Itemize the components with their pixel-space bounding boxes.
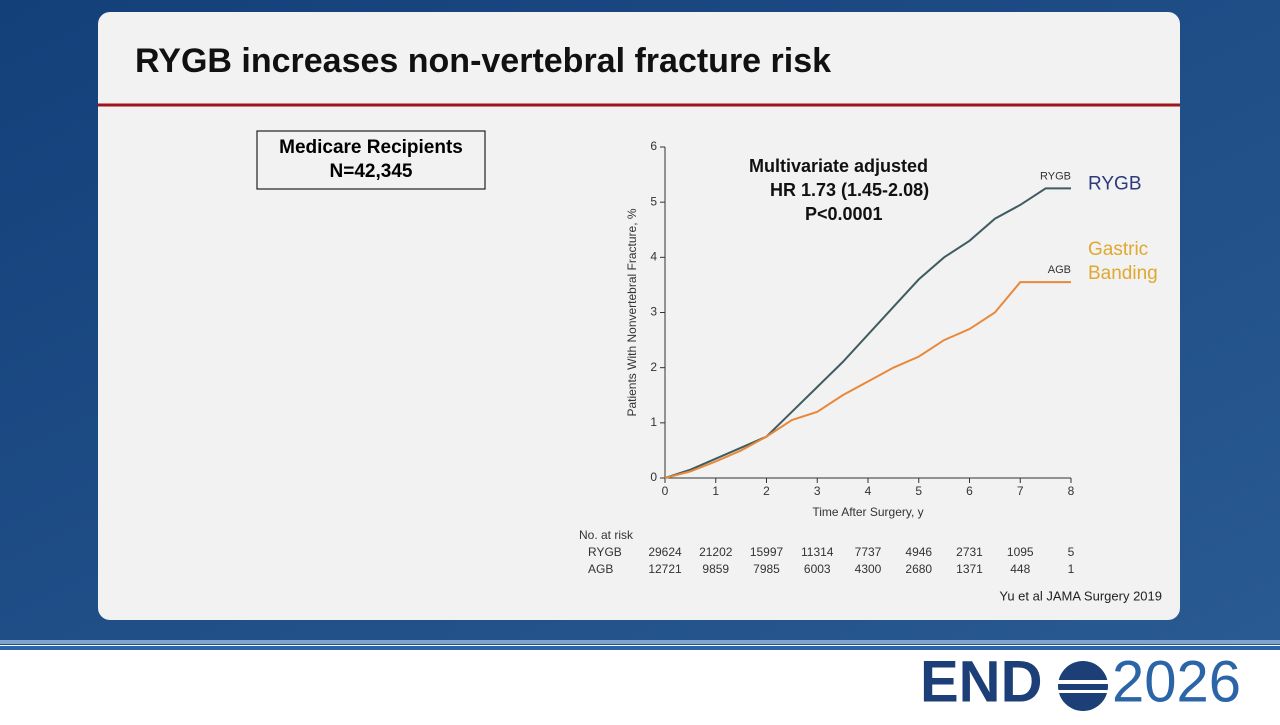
y-tick-label: 4 — [650, 250, 657, 264]
citation: Yu et al JAMA Surgery 2019 — [999, 588, 1162, 603]
logo-left: END — [920, 649, 1042, 714]
box-text: N=42,345 — [330, 161, 413, 182]
stripe — [0, 640, 1280, 644]
x-axis-label: Time After Surgery, y — [812, 505, 923, 519]
logo-globe — [1056, 661, 1110, 711]
risk-value: 15997 — [750, 545, 784, 559]
risk-title: No. at risk — [579, 528, 634, 542]
risk-value: 12721 — [648, 562, 682, 576]
risk-value: 4300 — [855, 562, 882, 576]
annotation: HR 1.73 (1.45-2.08) — [770, 180, 929, 200]
x-tick-label: 6 — [966, 484, 973, 498]
risk-value: 5 — [1068, 545, 1075, 559]
x-tick-label: 3 — [814, 484, 821, 498]
y-tick-label: 5 — [650, 194, 657, 208]
x-tick-label: 2 — [763, 484, 770, 498]
risk-row-name: RYGB — [588, 545, 622, 559]
y-axis-label: Patients With Nonvertebral Fracture, % — [625, 208, 639, 416]
risk-value: 4946 — [905, 545, 932, 559]
risk-value: 2731 — [956, 545, 983, 559]
x-tick-label: 8 — [1068, 484, 1075, 498]
risk-row-name: AGB — [588, 562, 613, 576]
risk-value: 1371 — [956, 562, 983, 576]
risk-value: 7737 — [855, 545, 882, 559]
x-tick-label: 5 — [915, 484, 922, 498]
stripe — [0, 646, 1280, 650]
box-text: Medicare Recipients — [279, 137, 463, 158]
risk-value: 448 — [1010, 562, 1030, 576]
risk-value: 9859 — [702, 562, 729, 576]
side-label: RYGB — [1088, 173, 1142, 194]
series-end-label: RYGB — [1040, 170, 1071, 182]
risk-value: 7985 — [753, 562, 780, 576]
x-tick-label: 4 — [865, 484, 872, 498]
risk-value: 21202 — [699, 545, 733, 559]
x-tick-label: 0 — [662, 484, 669, 498]
series-end-label: AGB — [1048, 264, 1071, 276]
data-line — [664, 187, 1071, 479]
risk-value: 6003 — [804, 562, 831, 576]
side-label: Gastric — [1088, 239, 1148, 260]
y-tick-label: 2 — [650, 360, 657, 374]
y-tick-label: 1 — [650, 415, 657, 429]
slide-card — [98, 12, 1180, 620]
y-tick-label: 0 — [650, 470, 657, 484]
x-tick-label: 1 — [712, 484, 719, 498]
data-line — [664, 281, 1071, 479]
side-label: Banding — [1088, 263, 1158, 284]
info-box — [256, 130, 486, 190]
risk-value: 11314 — [801, 545, 834, 559]
y-tick-label: 3 — [650, 305, 657, 319]
slide-title: RYGB increases non-vertebral fracture ri… — [135, 42, 831, 80]
x-tick-label: 7 — [1017, 484, 1024, 498]
risk-value: 1095 — [1007, 545, 1034, 559]
risk-value: 29624 — [648, 545, 682, 559]
risk-value: 2680 — [905, 562, 932, 576]
annotation: Multivariate adjusted — [749, 156, 928, 176]
y-tick-label: 6 — [650, 139, 657, 153]
risk-value: 1 — [1068, 562, 1075, 576]
annotation: P<0.0001 — [805, 204, 883, 224]
logo-right: 2026 — [1112, 649, 1241, 714]
